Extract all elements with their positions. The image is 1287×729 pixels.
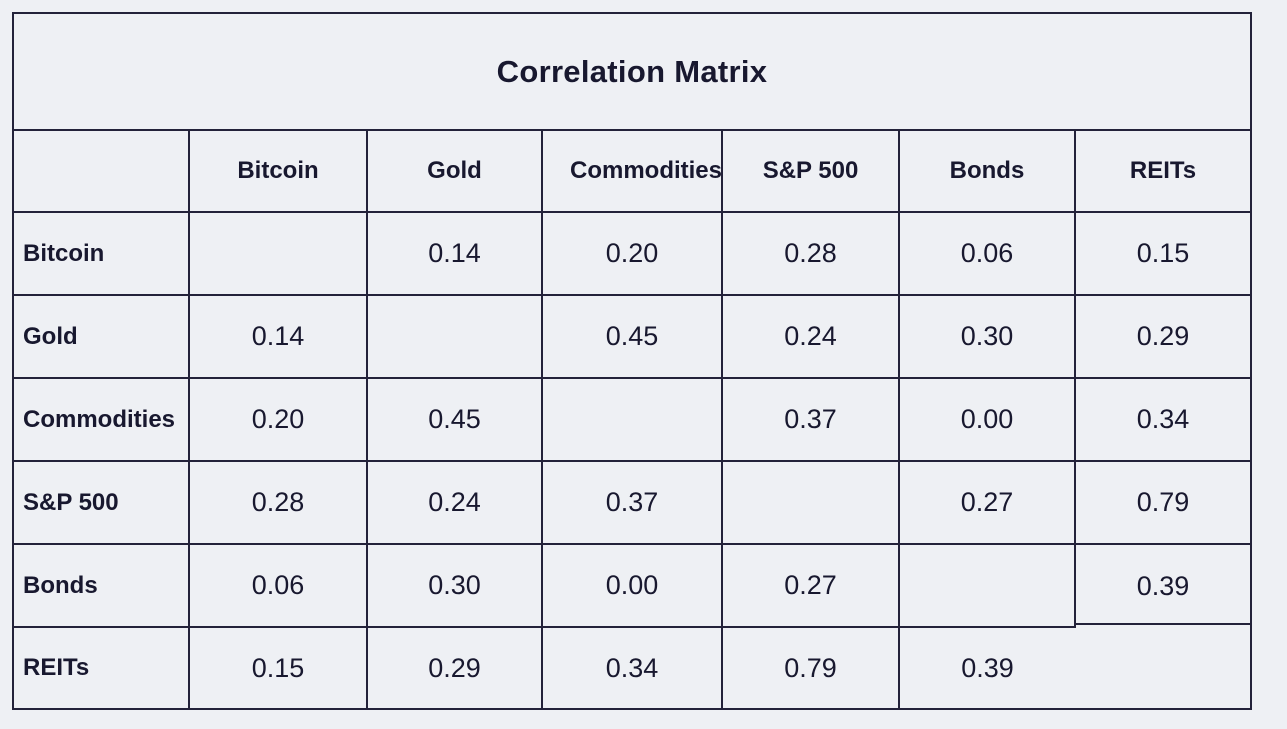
row-label-reits: REITs xyxy=(14,628,190,708)
cell-gold-bitcoin: 0.14 xyxy=(190,296,368,379)
cell-commodities-bonds: 0.00 xyxy=(900,379,1076,462)
cell-reits-bitcoin: 0.15 xyxy=(190,628,368,708)
row-label-commodities: Commodities xyxy=(14,379,190,462)
cell-reits-commodities: 0.34 xyxy=(543,628,723,708)
cell-sp500-commodities: 0.37 xyxy=(543,462,723,545)
cell-bonds-gold: 0.30 xyxy=(368,545,543,628)
cell-sp500-reits: 0.79 xyxy=(1076,462,1250,545)
row-label-sp500: S&P 500 xyxy=(14,462,190,545)
cell-bonds-reits: 0.39 xyxy=(1074,545,1250,628)
cell-commodities-gold: 0.45 xyxy=(368,379,543,462)
cell-bonds-sp500: 0.27 xyxy=(723,545,900,628)
col-header-commodities: Commodities xyxy=(543,131,723,213)
cell-reits-gold: 0.29 xyxy=(368,628,543,708)
cell-sp500-bonds: 0.27 xyxy=(900,462,1076,545)
cell-sp500-bitcoin: 0.28 xyxy=(190,462,368,545)
cell-bitcoin-bitcoin xyxy=(190,213,368,296)
cell-reits-bonds-merged: 0.39 xyxy=(900,628,1250,708)
cell-sp500-gold: 0.24 xyxy=(368,462,543,545)
col-header-bitcoin: Bitcoin xyxy=(190,131,368,213)
cell-bitcoin-sp500: 0.28 xyxy=(723,213,900,296)
cell-commodities-bitcoin: 0.20 xyxy=(190,379,368,462)
row-label-gold: Gold xyxy=(14,296,190,379)
cell-gold-commodities: 0.45 xyxy=(543,296,723,379)
col-header-sp500: S&P 500 xyxy=(723,131,900,213)
cell-bitcoin-gold: 0.14 xyxy=(368,213,543,296)
cell-reits-bonds: 0.39 xyxy=(961,652,1014,683)
row-label-bitcoin: Bitcoin xyxy=(14,213,190,296)
cell-bitcoin-reits: 0.15 xyxy=(1076,213,1250,296)
cell-bonds-bitcoin: 0.06 xyxy=(190,545,368,628)
cell-bitcoin-commodities: 0.20 xyxy=(543,213,723,296)
row-label-bonds: Bonds xyxy=(14,545,190,628)
col-header-reits: REITs xyxy=(1076,131,1250,213)
cell-bonds-bonds xyxy=(900,545,1076,628)
cell-commodities-reits: 0.34 xyxy=(1076,379,1250,462)
cell-bonds-commodities: 0.00 xyxy=(543,545,723,628)
cell-gold-sp500: 0.24 xyxy=(723,296,900,379)
matrix-grid: Bitcoin Gold Commodities S&P 500 Bonds R… xyxy=(14,131,1250,708)
cell-gold-bonds: 0.30 xyxy=(900,296,1076,379)
matrix-table: Correlation Matrix Bitcoin Gold Commodit… xyxy=(12,12,1252,710)
corner-cell xyxy=(14,131,190,213)
col-header-gold: Gold xyxy=(368,131,543,213)
cell-sp500-sp500 xyxy=(723,462,900,545)
chart-title: Correlation Matrix xyxy=(496,53,768,89)
cell-commodities-sp500: 0.37 xyxy=(723,379,900,462)
cell-commodities-commodities xyxy=(543,379,723,462)
cell-bitcoin-bonds: 0.06 xyxy=(900,213,1076,296)
cell-gold-reits: 0.29 xyxy=(1076,296,1250,379)
cell-reits-sp500: 0.79 xyxy=(723,628,900,708)
title-band: Correlation Matrix xyxy=(14,14,1250,131)
col-header-bonds: Bonds xyxy=(900,131,1076,213)
col-header-commodities-label: Commodities xyxy=(569,157,722,184)
cell-gold-gold xyxy=(368,296,543,379)
